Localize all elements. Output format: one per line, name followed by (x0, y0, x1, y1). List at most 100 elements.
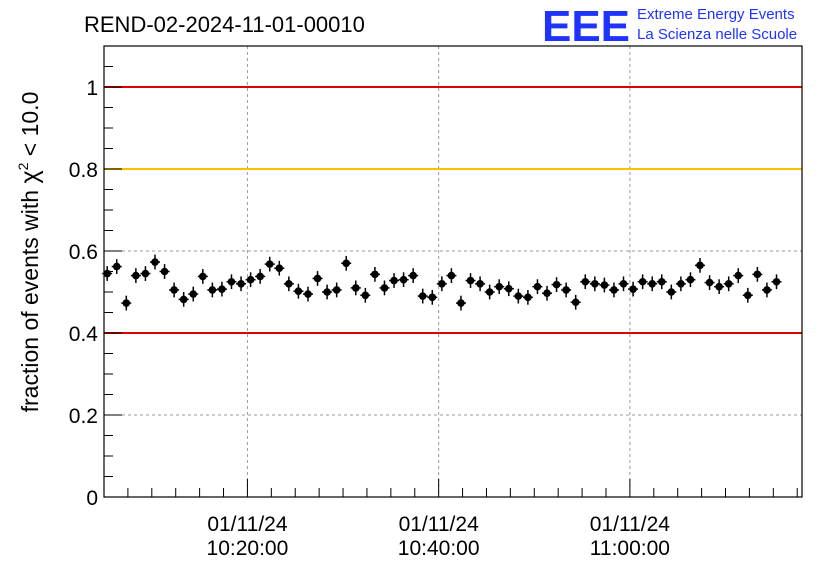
data-point (178, 292, 189, 307)
data-point (752, 266, 763, 282)
data-point (159, 264, 170, 279)
data-marker (342, 259, 351, 268)
data-point (484, 284, 495, 300)
data-point (761, 282, 772, 298)
data-marker (170, 286, 178, 294)
data-marker (705, 278, 714, 287)
y-tick-label: 0 (86, 487, 98, 510)
data-point (264, 256, 275, 272)
data-marker (677, 280, 685, 288)
logo-mark: EEE (542, 2, 630, 51)
data-marker (495, 282, 504, 291)
y-axis-label-sup: 2 (15, 162, 31, 170)
data-marker (208, 286, 217, 294)
data-point (207, 282, 218, 298)
data-point (666, 284, 677, 300)
data-point (704, 275, 715, 290)
data-marker (562, 286, 570, 294)
data-point (408, 268, 419, 283)
data-point (121, 295, 132, 311)
data-point (379, 280, 390, 296)
data-point (130, 268, 141, 283)
reference-lines (104, 86, 802, 334)
data-point (647, 276, 658, 292)
data-point (436, 276, 447, 292)
data-marker (600, 281, 609, 289)
data-point (771, 274, 782, 290)
y-tick-label: 0.6 (69, 241, 98, 264)
data-point (542, 285, 553, 301)
data-marker (409, 271, 417, 280)
data-marker (227, 277, 236, 286)
data-point (503, 281, 514, 297)
data-marker (552, 280, 561, 289)
data-marker (151, 258, 159, 266)
data-point (733, 268, 744, 283)
data-point (714, 279, 725, 295)
data-point (350, 280, 361, 296)
data-marker (772, 277, 781, 286)
data-marker (686, 275, 695, 284)
data-marker (504, 284, 513, 293)
data-point (302, 286, 313, 302)
data-marker (189, 290, 198, 298)
data-marker (591, 280, 599, 288)
data-marker (648, 280, 657, 288)
data-marker (122, 299, 131, 307)
x-tick-label-time: 10:20:00 (207, 537, 289, 560)
y-tick-label: 1 (86, 77, 98, 100)
data-marker (112, 262, 121, 271)
data-marker (657, 277, 666, 286)
data-marker (218, 285, 226, 293)
y-axis-label-prefix: fraction of events with (17, 184, 43, 413)
data-marker (533, 282, 542, 291)
data-marker (428, 293, 437, 302)
data-point (494, 279, 505, 295)
data-marker (304, 290, 312, 298)
data-point (656, 274, 667, 290)
data-point (369, 266, 380, 282)
data-marker (724, 280, 733, 288)
x-tick-label-date: 01/11/24 (590, 513, 671, 536)
data-marker (696, 261, 704, 270)
data-marker (485, 288, 494, 296)
data-point (312, 271, 323, 286)
data-point (599, 277, 610, 293)
data-point (417, 288, 428, 304)
data-marker (371, 270, 379, 279)
data-marker (141, 269, 150, 278)
x-tick-label-time: 11:00:00 (590, 537, 670, 560)
data-point (618, 276, 629, 292)
data-marker (514, 292, 523, 300)
data-marker (581, 277, 590, 286)
data-point (197, 269, 208, 284)
data-marker (476, 280, 484, 288)
data-point (446, 268, 457, 283)
data-point (742, 287, 753, 303)
data-point (293, 283, 304, 299)
data-marker (323, 288, 331, 296)
data-point (245, 272, 256, 288)
data-marker (294, 287, 303, 295)
data-marker (457, 299, 465, 307)
data-point (322, 284, 333, 300)
data-marker (265, 260, 274, 268)
data-marker (275, 264, 284, 273)
data-point (149, 254, 160, 270)
data-marker (466, 276, 475, 285)
data-point (188, 286, 199, 302)
logo-line2: La Scienza nelle Scuole (637, 26, 797, 43)
data-point (532, 279, 543, 295)
data-marker (571, 298, 580, 307)
data-point (274, 260, 285, 276)
data-point (589, 276, 600, 292)
data-point (331, 282, 342, 298)
x-tick-label-time: 10:40:00 (398, 537, 480, 560)
data-marker (619, 280, 628, 288)
y-axis-label: fraction of events with χ2 < 10.0 (15, 92, 44, 413)
y-axis-label-suffix: < 10.0 (17, 92, 43, 163)
data-marker (667, 288, 676, 296)
plot-frame (103, 45, 803, 498)
data-marker (610, 286, 618, 294)
